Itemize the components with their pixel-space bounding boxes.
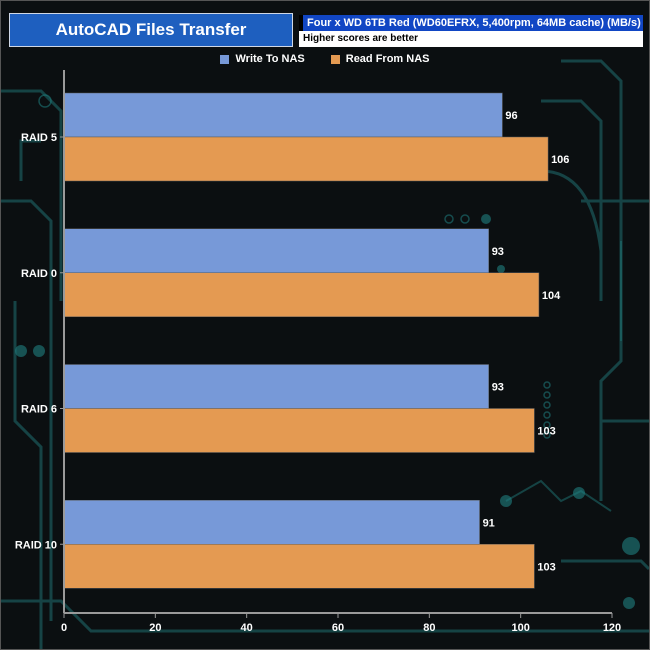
bar-read-raid-5	[63, 136, 549, 182]
category-label-raid-10: RAID 10	[15, 539, 57, 551]
legend-label-write: Write To NAS	[235, 53, 305, 65]
chart-subtitle-box: Four x WD 6TB Red (WD60EFRX, 5,400rpm, 6…	[299, 15, 643, 47]
legend-item-write: Write To NAS	[220, 53, 305, 65]
data-label-write-raid-5: 96	[505, 110, 517, 122]
data-label-write-raid-6: 93	[492, 382, 504, 394]
category-label-raid-0: RAID 0	[21, 268, 57, 280]
legend-item-read: Read From NAS	[330, 53, 430, 65]
chart-subtitle: Four x WD 6TB Red (WD60EFRX, 5,400rpm, 6…	[299, 15, 643, 31]
x-tick-label-60: 60	[332, 622, 344, 634]
x-tick-label-40: 40	[241, 622, 253, 634]
data-label-read-raid-5: 106	[551, 154, 569, 166]
bar-write-raid-6	[63, 364, 489, 409]
x-tick-label-20: 20	[149, 622, 161, 634]
bar-read-raid-6	[63, 408, 535, 453]
data-label-write-raid-0: 93	[492, 246, 504, 258]
bar-write-raid-0	[63, 228, 489, 273]
bar-read-raid-0	[63, 272, 540, 317]
category-label-raid-6: RAID 6	[21, 404, 57, 416]
bar-write-raid-10	[63, 500, 480, 545]
data-label-read-raid-0: 104	[542, 290, 561, 302]
data-label-read-raid-6: 103	[537, 426, 555, 438]
chart-title-box: AutoCAD Files Transfer	[9, 13, 293, 47]
legend-swatch-write	[220, 54, 230, 64]
data-label-write-raid-10: 91	[483, 517, 495, 529]
chart-title: AutoCAD Files Transfer	[55, 20, 247, 39]
x-tick-label-120: 120	[603, 622, 621, 634]
legend-swatch-read	[330, 54, 340, 64]
legend-label-read: Read From NAS	[345, 53, 430, 65]
bar-read-raid-10	[63, 544, 535, 589]
data-label-read-raid-10: 103	[537, 561, 555, 573]
category-label-raid-5: RAID 5	[21, 132, 57, 144]
bar-write-raid-5	[63, 92, 503, 138]
x-tick-label-100: 100	[511, 622, 529, 634]
chart-legend: Write To NAS Read From NAS	[1, 53, 649, 65]
x-tick-label-80: 80	[423, 622, 435, 634]
x-tick-label-0: 0	[61, 622, 67, 634]
chart-note: Higher scores are better	[299, 31, 643, 47]
